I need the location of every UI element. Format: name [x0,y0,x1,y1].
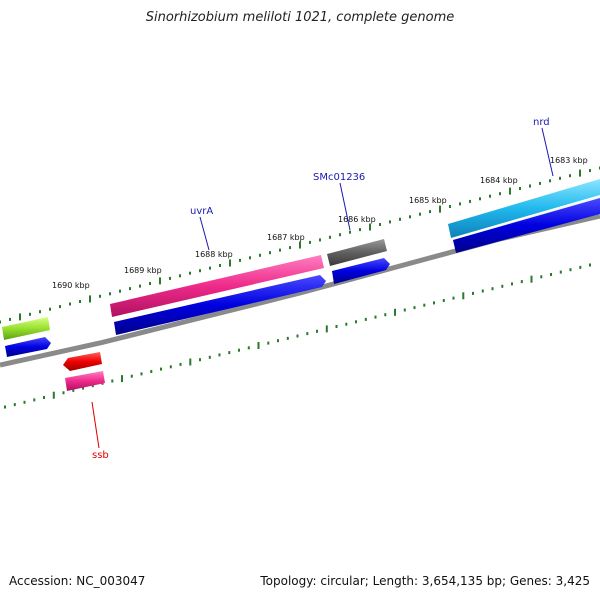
cds-left[interactable] [5,337,51,357]
SMc01236-feature[interactable] [327,239,387,266]
nrd-connector [541,127,554,177]
tick-label-1686: 1686 kbp [338,215,376,224]
label-connectors [91,127,554,449]
cds-uvrA[interactable] [114,275,326,335]
inner-features [63,352,105,391]
ssb-feature[interactable] [65,371,105,391]
map-title: Sinorhizobium meliloti 1021, complete ge… [145,10,455,25]
cds-SMc01236[interactable] [332,258,390,284]
upper-tick-ring [0,166,600,324]
tick-label-1683: 1683 kbp [550,156,588,165]
outer-features [2,179,600,340]
uvrA-connector [199,216,210,251]
tick-label-1685: 1685 kbp [409,196,447,205]
accession-label: Accession: NC_003047 [9,574,146,588]
nrd-feature[interactable] [448,179,600,238]
tick-label-1684: 1684 kbp [480,176,518,185]
tick-label-1689: 1689 kbp [124,266,162,275]
cds-features [5,198,600,357]
SMc01236-connector [339,182,351,231]
cds-nrd[interactable] [453,198,600,253]
gene-label-ssb: ssb [92,450,109,461]
tick-label-1687: 1687 kbp [267,233,305,242]
tick-label-1690: 1690 kbp [52,281,90,290]
gene-labels: uvrA SMc01236 nrd ssb [92,117,550,461]
ssb-arrow[interactable] [63,352,102,371]
genome-stats: Topology: circular; Length: 3,654,135 bp… [260,574,590,588]
uvrA-feature[interactable] [110,255,324,317]
gene-label-SMc01236: SMc01236 [313,172,365,183]
lower-tick-ring [4,263,591,409]
tick-label-1688: 1688 kbp [195,250,233,259]
lime-feature[interactable] [2,317,50,340]
gene-label-uvrA: uvrA [190,206,213,217]
tick-labels: 1690 kbp 1689 kbp 1688 kbp 1687 kbp 1686… [52,156,588,290]
gene-label-nrd: nrd [533,117,550,128]
ssb-connector [91,401,100,449]
